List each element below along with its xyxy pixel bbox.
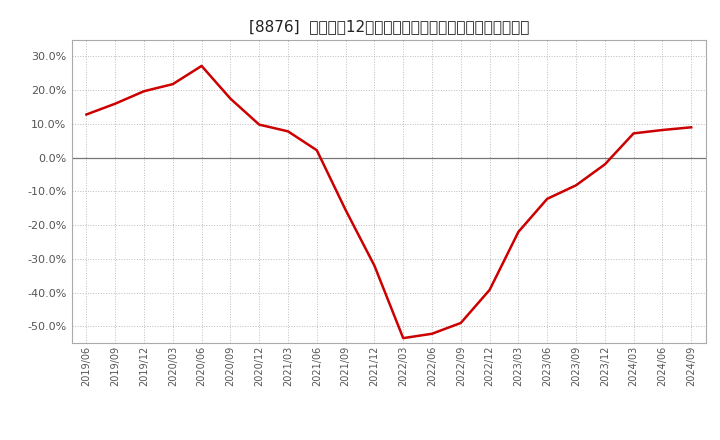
Title: [8876]  売上高の12か月移動合計の対前年同期増減率の推移: [8876] 売上高の12か月移動合計の対前年同期増減率の推移	[248, 19, 529, 34]
